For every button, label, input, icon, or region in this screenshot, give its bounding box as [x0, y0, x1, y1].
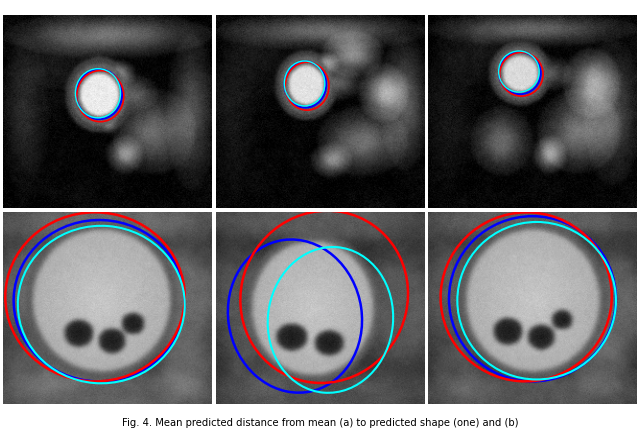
- Text: Fig. 4. Mean predicted distance from mean (a) to predicted shape (one) and (b): Fig. 4. Mean predicted distance from mea…: [122, 419, 518, 428]
